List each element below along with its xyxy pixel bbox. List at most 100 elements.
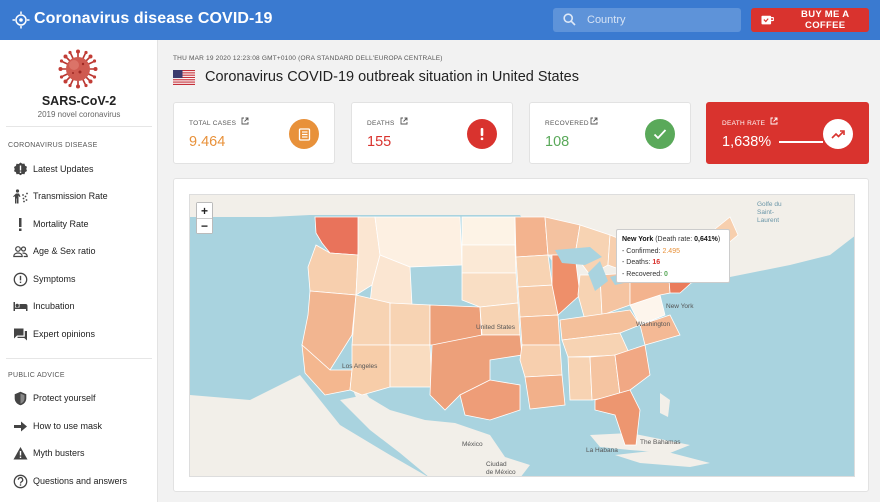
page-title: Coronavirus COVID-19 outbreak situation … bbox=[205, 69, 579, 85]
chat-icon bbox=[14, 328, 27, 341]
map-label-ciudad-mexico: Ciudad de México bbox=[486, 461, 516, 476]
arrow-right-icon bbox=[14, 421, 27, 432]
nav-mortality-rate[interactable]: Mortality Rate bbox=[0, 211, 157, 237]
nav-label: Incubation bbox=[33, 301, 75, 311]
tooltip-recovered-line: - Recovered: 0 bbox=[622, 269, 724, 281]
update-timestamp: THU MAR 19 2020 12:23:08 GMT+0100 (ORA S… bbox=[173, 55, 443, 62]
nav-transmission-rate[interactable]: Transmission Rate bbox=[0, 183, 157, 209]
warning-icon bbox=[13, 447, 28, 460]
zoom-out-button[interactable]: − bbox=[197, 218, 212, 233]
badge-alert-icon bbox=[14, 162, 27, 176]
buy-coffee-button[interactable]: BUY ME A COFFEE bbox=[751, 8, 869, 32]
map-card: + − United States Los Angeles New York W… bbox=[173, 178, 869, 492]
nav-questions-answers[interactable]: Questions and answers bbox=[0, 468, 157, 494]
top-bar: Coronavirus disease COVID-19 BUY ME A CO… bbox=[0, 0, 880, 40]
virus-logo-icon bbox=[12, 11, 30, 29]
tooltip-deaths-label: - Deaths: bbox=[622, 259, 653, 266]
search-icon bbox=[563, 13, 576, 26]
divider bbox=[6, 358, 152, 359]
person-spread-icon bbox=[13, 189, 28, 204]
death-rate-label: DEATH RATE bbox=[722, 120, 766, 127]
zoom-control: + − bbox=[196, 202, 213, 234]
search-input[interactable] bbox=[587, 11, 735, 29]
tooltip-rate-suffix: ) bbox=[717, 236, 721, 243]
trending-up-icon bbox=[831, 130, 845, 139]
recovered-label: RECOVERED bbox=[545, 120, 589, 127]
nav-age-sex-ratio[interactable]: Age & Sex ratio bbox=[0, 238, 157, 264]
external-link-icon[interactable] bbox=[590, 117, 598, 125]
zoom-in-button[interactable]: + bbox=[197, 203, 212, 218]
us-flag-icon bbox=[173, 70, 195, 85]
nav-label: Protect yourself bbox=[33, 393, 96, 403]
nav-label: Mortality Rate bbox=[33, 219, 89, 229]
recovered-badge bbox=[645, 119, 675, 149]
app-title: Coronavirus disease COVID-19 bbox=[34, 10, 273, 27]
exclamation-icon bbox=[19, 218, 22, 231]
buy-coffee-label: BUY ME A COFFEE bbox=[801, 9, 850, 31]
map[interactable]: + − United States Los Angeles New York W… bbox=[189, 194, 855, 477]
map-label-washington: Washington bbox=[636, 321, 671, 328]
nav-expert-opinions[interactable]: Expert opinions bbox=[0, 321, 157, 347]
deaths-label: DEATHS bbox=[367, 120, 395, 127]
deaths-card[interactable]: DEATHS 155 bbox=[351, 102, 513, 164]
nav-latest-updates[interactable]: Latest Updates bbox=[0, 156, 157, 182]
death-rate-bar bbox=[779, 141, 823, 143]
map-label-la: Los Angeles bbox=[342, 363, 378, 370]
us-choropleth-map[interactable] bbox=[190, 195, 855, 477]
section-heading-disease: CORONAVIRUS DISEASE bbox=[8, 142, 98, 149]
nav-symptoms[interactable]: Symptoms bbox=[0, 266, 157, 292]
state-tooltip: New York (Death rate: 0,641%) - Confirme… bbox=[616, 229, 730, 283]
death-rate-value: 1,638% bbox=[722, 134, 772, 150]
recovered-card[interactable]: RECOVERED 108 bbox=[529, 102, 691, 164]
tooltip-rate: 0,641% bbox=[694, 236, 718, 243]
tooltip-deaths: 16 bbox=[652, 259, 661, 266]
nav-label: Transmission Rate bbox=[33, 191, 108, 201]
recovered-value: 108 bbox=[545, 134, 570, 150]
nav-how-to-use-mask[interactable]: How to use mask bbox=[0, 413, 157, 439]
nav-label: Age & Sex ratio bbox=[33, 246, 96, 256]
bed-icon bbox=[13, 302, 28, 311]
divider bbox=[6, 126, 152, 127]
coronavirus-image-icon bbox=[58, 49, 98, 89]
alert-circle-icon bbox=[13, 272, 28, 287]
external-link-icon[interactable] bbox=[400, 117, 408, 125]
tooltip-confirmed-line: - Confirmed: 2.495 bbox=[622, 246, 724, 258]
external-link-icon[interactable] bbox=[241, 117, 249, 125]
external-link-icon[interactable] bbox=[770, 117, 778, 125]
brand-title: SARS-CoV-2 bbox=[41, 94, 117, 108]
sidebar: SARS-CoV-2 2019 novel coronavirus CORONA… bbox=[0, 40, 158, 502]
tooltip-recovered-label: - Recovered: bbox=[622, 270, 665, 278]
section-heading-advice: PUBLIC ADVICE bbox=[8, 372, 65, 379]
total-cases-value: 9.464 bbox=[189, 134, 226, 150]
tooltip-deaths-line: - Deaths: 16 bbox=[622, 257, 724, 269]
tooltip-title-line: New York (Death rate: 0,641%) bbox=[622, 234, 724, 246]
total-cases-label: TOTAL CASES bbox=[189, 120, 237, 127]
map-label-habana: La Habana bbox=[586, 447, 618, 454]
nav-label: Expert opinions bbox=[33, 329, 96, 339]
deaths-value: 155 bbox=[367, 134, 392, 150]
question-icon bbox=[13, 474, 28, 489]
death-rate-badge bbox=[823, 119, 853, 149]
people-icon bbox=[13, 246, 28, 258]
tooltip-confirmed: 2.495 bbox=[662, 247, 680, 255]
tooltip-recovered: 0 bbox=[664, 270, 668, 278]
tooltip-confirmed-label: - Confirmed: bbox=[622, 247, 663, 255]
shield-icon bbox=[14, 391, 27, 406]
country-search[interactable] bbox=[553, 8, 741, 32]
deaths-badge bbox=[467, 119, 497, 149]
nav-label: Questions and answers bbox=[33, 476, 128, 486]
tooltip-rate-prefix: (Death rate: bbox=[655, 236, 695, 243]
coffee-cup-icon bbox=[761, 15, 775, 24]
total-cases-card[interactable]: TOTAL CASES 9.464 bbox=[173, 102, 335, 164]
map-label-mexico: México bbox=[462, 441, 483, 448]
tooltip-state: New York bbox=[622, 236, 654, 243]
map-label-ny: New York bbox=[666, 303, 694, 310]
total-cases-badge bbox=[289, 119, 319, 149]
nav-label: How to use mask bbox=[33, 421, 103, 431]
nav-protect-yourself[interactable]: Protect yourself bbox=[0, 385, 157, 411]
death-rate-card[interactable]: DEATH RATE 1,638% bbox=[706, 102, 869, 164]
nav-myth-busters[interactable]: Myth busters bbox=[0, 440, 157, 466]
nav-incubation[interactable]: Incubation bbox=[0, 293, 157, 319]
nav-label: Latest Updates bbox=[33, 164, 94, 174]
map-label-gulf: Golfe du Saint- Laurent bbox=[757, 201, 782, 224]
